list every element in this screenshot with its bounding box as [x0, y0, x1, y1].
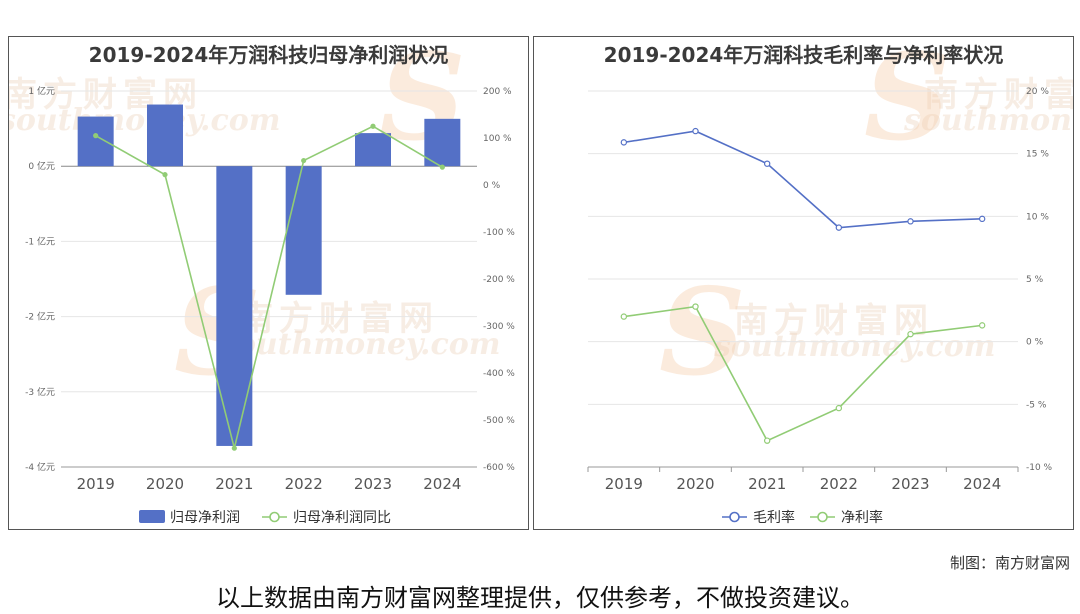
x-tick-label: 2023 — [891, 475, 929, 493]
x-tick-label: 2023 — [354, 475, 392, 493]
point-gross-margin — [620, 139, 628, 146]
point-yoy-growth — [162, 172, 168, 178]
point-gross-margin — [763, 160, 771, 167]
y-right-tick-label: -400 % — [483, 369, 515, 379]
y-left-tick-label: -1 亿元 — [25, 235, 55, 247]
y-right-tick-label: 200 % — [483, 87, 512, 97]
legend-label: 净利率 — [841, 509, 883, 526]
disclaimer-text: 以上数据由南方财富网整理提供，仅供参考，不做投资建议。 — [216, 584, 864, 612]
legend-swatch-net-profit — [139, 510, 165, 523]
legend-marker-yoy — [269, 511, 280, 523]
x-tick-label: 2022 — [820, 475, 858, 493]
legend-label: 归母净利润同比 — [293, 509, 391, 526]
net-profit-chart-svg: -4 亿元 -3 亿元 -2 亿元 -1 亿元 0 亿元 1 亿元 -600 % -500 %… — [25, 85, 515, 526]
bar-net-profit — [285, 166, 322, 295]
bar-net-profit — [424, 118, 461, 167]
x-tick-label: 2022 — [285, 475, 323, 493]
x-tick-label: 2024 — [963, 475, 1001, 493]
x-tick-label: 2019 — [605, 475, 643, 493]
margin-chart-svg: -10 % -5 % 0 % 5 % 10 % 15 % 20 % 2019 2020 2021 2… — [587, 87, 1053, 526]
y-right-tick-label: 10 % — [1026, 212, 1049, 222]
y-right-tick-label: 20 % — [1026, 87, 1049, 97]
bar-net-profit — [147, 104, 183, 167]
y-right-tick-label: 15 % — [1026, 150, 1049, 160]
y-right-tick-label: 5 % — [1026, 275, 1044, 285]
x-tick-label: 2021 — [748, 475, 786, 493]
y-left-tick-label: 1 亿元 — [28, 85, 55, 97]
y-right-tick-label: -10 % — [1026, 463, 1053, 473]
legend-marker-net-margin — [817, 511, 828, 523]
x-tick-label: 2020 — [146, 475, 184, 493]
point-net-margin — [763, 437, 771, 444]
x-tick-label: 2019 — [77, 475, 115, 493]
point-net-margin — [620, 313, 628, 320]
y-right-tick-label: 0 % — [483, 181, 501, 191]
y-left-tick-label: -4 亿元 — [25, 461, 55, 473]
y-left-tick-label: 0 亿元 — [28, 160, 55, 172]
chart-title: 2019-2024年万润科技毛利率与净利率状况 — [603, 43, 1004, 67]
point-net-margin — [835, 404, 843, 412]
line-yoy-growth — [95, 125, 443, 449]
point-net-margin — [907, 330, 914, 338]
y-right-tick-label: -600 % — [483, 463, 515, 473]
point-yoy-growth — [439, 164, 445, 170]
x-tick-label: 2024 — [423, 475, 461, 493]
point-net-margin — [978, 322, 986, 329]
chart-title: 2019-2024年万润科技归母净利润状况 — [88, 43, 449, 67]
margin-chart-panel: 南方财富网 southmoney.com 南方财富网 southmoney.co… — [533, 36, 1074, 530]
x-tick-label: 2021 — [215, 475, 253, 493]
y-right-tick-label: -200 % — [483, 275, 515, 285]
chart-credit: 制图：南方财富网 — [949, 554, 1070, 572]
y-right-tick-label: -300 % — [483, 322, 515, 332]
y-left-tick-label: -3 亿元 — [25, 386, 55, 398]
point-gross-margin — [907, 218, 914, 225]
y-left-tick-label: -2 亿元 — [25, 311, 55, 323]
legend-marker-gross-margin — [729, 511, 740, 523]
line-gross-margin — [623, 130, 983, 229]
y-right-tick-label: 100 % — [483, 134, 512, 144]
legend-label: 毛利率 — [753, 509, 795, 526]
point-yoy-growth — [301, 157, 307, 164]
point-yoy-growth — [231, 445, 237, 451]
point-yoy-growth — [93, 133, 99, 139]
bar-net-profit — [77, 116, 114, 167]
x-tick-label: 2020 — [676, 475, 714, 493]
y-right-tick-label: -100 % — [483, 228, 515, 238]
point-net-margin — [692, 303, 699, 310]
y-right-tick-label: -5 % — [1026, 400, 1047, 410]
y-right-tick-label: -500 % — [483, 416, 515, 426]
bar-net-profit — [355, 133, 391, 167]
point-yoy-growth — [370, 123, 376, 129]
bar-net-profit — [216, 166, 253, 446]
line-net-margin — [623, 305, 983, 442]
y-right-tick-label: 0 % — [1026, 338, 1044, 348]
point-gross-margin — [835, 224, 843, 231]
point-gross-margin — [692, 127, 699, 135]
legend-label: 归母净利润 — [170, 509, 240, 526]
net-profit-chart-panel: 南方财富网 southmoney.com 南方财富网 southmoney.co… — [8, 36, 529, 530]
point-gross-margin — [978, 215, 986, 223]
